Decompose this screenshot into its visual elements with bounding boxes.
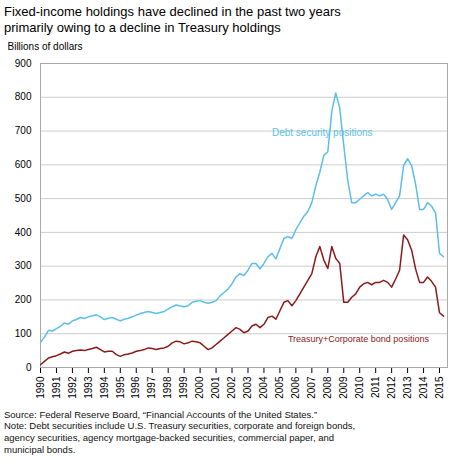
svg-text:1994: 1994 <box>99 376 110 399</box>
svg-text:800: 800 <box>15 91 32 102</box>
svg-text:1997: 1997 <box>146 376 157 399</box>
svg-text:2006: 2006 <box>290 376 301 399</box>
svg-text:2005: 2005 <box>274 376 285 399</box>
svg-text:2015: 2015 <box>434 376 445 399</box>
svg-text:1992: 1992 <box>67 376 78 399</box>
svg-text:2003: 2003 <box>242 376 253 399</box>
svg-text:1998: 1998 <box>162 376 173 399</box>
svg-text:2009: 2009 <box>338 376 349 399</box>
svg-text:200: 200 <box>15 294 32 305</box>
svg-text:1991: 1991 <box>51 376 62 399</box>
svg-text:500: 500 <box>15 192 32 203</box>
svg-text:300: 300 <box>15 260 32 271</box>
svg-text:Billions of dollars: Billions of dollars <box>8 40 83 51</box>
svg-text:100: 100 <box>15 327 32 338</box>
svg-text:600: 600 <box>15 159 32 170</box>
svg-text:900: 900 <box>15 57 32 68</box>
svg-text:2002: 2002 <box>226 376 237 399</box>
svg-text:2011: 2011 <box>370 376 381 398</box>
svg-text:1999: 1999 <box>178 376 189 399</box>
svg-text:700: 700 <box>15 125 32 136</box>
svg-text:2001: 2001 <box>210 376 221 399</box>
svg-text:2004: 2004 <box>258 376 269 399</box>
svg-text:2013: 2013 <box>402 376 413 399</box>
svg-text:0: 0 <box>26 361 32 372</box>
svg-text:2007: 2007 <box>306 376 317 399</box>
svg-text:1990: 1990 <box>35 376 46 399</box>
svg-text:2010: 2010 <box>354 376 365 399</box>
svg-text:1996: 1996 <box>130 376 141 399</box>
svg-text:Treasury+Corporate bond positi: Treasury+Corporate bond positions <box>288 334 429 344</box>
svg-text:400: 400 <box>15 226 32 237</box>
svg-text:2008: 2008 <box>322 376 333 399</box>
svg-text:2012: 2012 <box>386 376 397 399</box>
svg-text:1995: 1995 <box>115 376 126 399</box>
svg-text:1993: 1993 <box>83 376 94 399</box>
html-text:Source: Federal Reserve Board,: Source: Federal Reserve Board, “Financia… <box>4 408 356 456</box>
svg-text:Debt security positions: Debt security positions <box>272 126 373 137</box>
svg-text:2014: 2014 <box>418 376 429 399</box>
svg-text:2000: 2000 <box>194 376 205 399</box>
html-text:Fixed-income holdings have dec: Fixed-income holdings have declined in t… <box>4 4 341 36</box>
